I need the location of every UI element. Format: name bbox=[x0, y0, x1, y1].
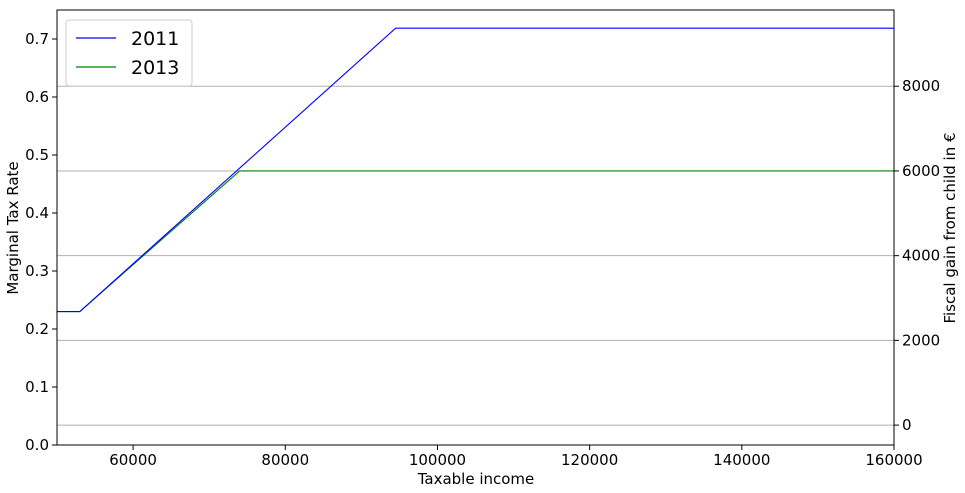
legend-box bbox=[65, 19, 193, 87]
y-tick-label: 0.6 bbox=[25, 88, 49, 106]
y-tick-label: 0.0 bbox=[25, 436, 49, 454]
x-axis-label: Taxable income bbox=[417, 470, 535, 488]
x-tick-label: 160000 bbox=[865, 451, 922, 469]
legend-label-2011: 2011 bbox=[131, 28, 179, 50]
y2-tick-label: 4000 bbox=[902, 247, 940, 265]
y-tick-label: 0.2 bbox=[25, 320, 49, 338]
series-line-2013 bbox=[57, 170, 894, 313]
y2-axis-label: Fiscal gain from child in € bbox=[941, 132, 959, 323]
y-tick-label: 0.4 bbox=[25, 204, 49, 222]
x-axis-ticks: 60000 80000 100000 120000 140000 160000 bbox=[109, 445, 923, 469]
y-tick-label: 0.5 bbox=[25, 146, 49, 164]
series-lines bbox=[57, 27, 894, 313]
x-tick-label: 140000 bbox=[713, 451, 770, 469]
y2-tick-label: 0 bbox=[902, 416, 912, 434]
grid bbox=[57, 85, 894, 426]
y-axis-label: Marginal Tax Rate bbox=[4, 161, 22, 294]
y-tick-label: 0.7 bbox=[25, 30, 49, 48]
y2-tick-label: 2000 bbox=[902, 331, 940, 349]
y-axis-ticks: 0.0 0.1 0.2 0.3 0.4 0.5 0.6 0.7 bbox=[25, 30, 57, 454]
legend: 2011 2013 bbox=[65, 19, 193, 87]
y-tick-label: 0.1 bbox=[25, 378, 49, 396]
y2-tick-label: 6000 bbox=[902, 162, 940, 180]
x-tick-label: 100000 bbox=[409, 451, 466, 469]
plot-frame bbox=[56, 9, 895, 446]
y2-tick-label: 8000 bbox=[902, 77, 940, 95]
x-tick-label: 120000 bbox=[561, 451, 618, 469]
x-tick-label: 60000 bbox=[109, 451, 157, 469]
y2-axis-ticks: 0 2000 4000 6000 8000 bbox=[894, 77, 940, 434]
y-tick-label: 0.3 bbox=[25, 262, 49, 280]
legend-label-2013: 2013 bbox=[131, 57, 179, 79]
series-line-2011 bbox=[57, 27, 894, 313]
x-tick-label: 80000 bbox=[261, 451, 309, 469]
